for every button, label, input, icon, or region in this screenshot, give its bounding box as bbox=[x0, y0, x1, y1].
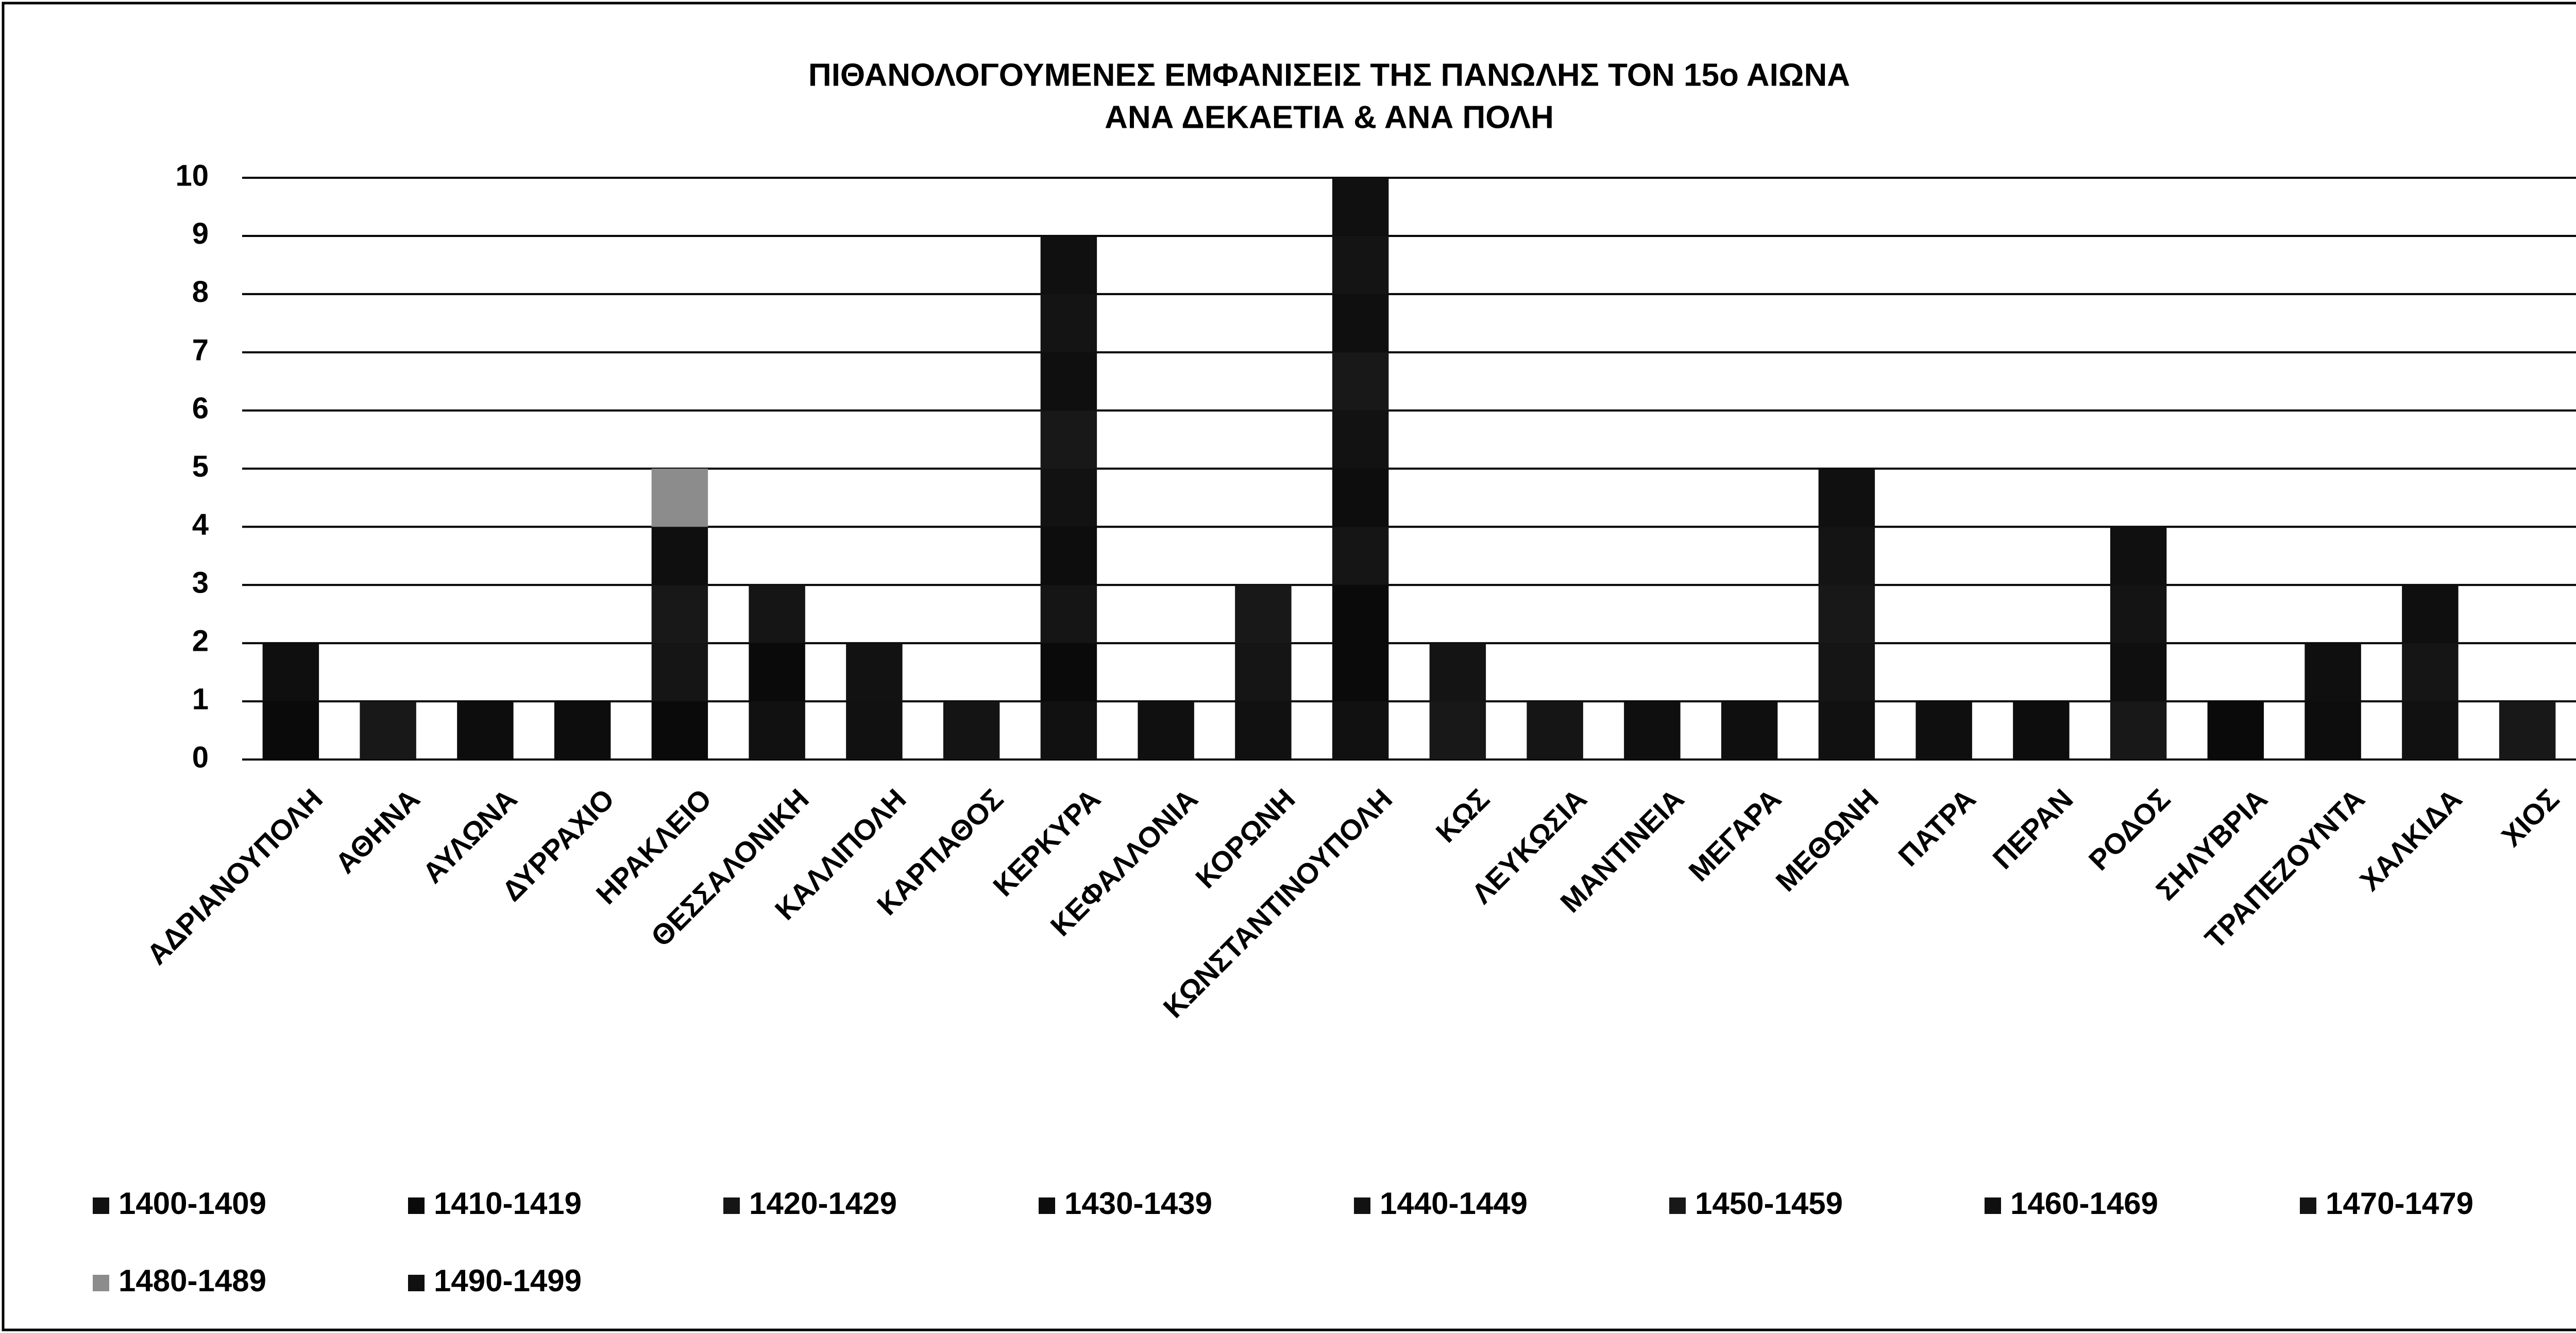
legend-label: 1450-1459 bbox=[1695, 1186, 1843, 1221]
bar-segment bbox=[1332, 294, 1389, 352]
legend-label: 1470-1479 bbox=[2326, 1186, 2473, 1221]
bar-segment bbox=[457, 701, 514, 760]
legend-swatch bbox=[1354, 1197, 1370, 1214]
bar-segment bbox=[1040, 468, 1097, 527]
y-tick-label: 0 bbox=[192, 740, 209, 774]
bar-segment bbox=[651, 701, 708, 760]
bar-segment bbox=[1040, 410, 1097, 469]
bar-segment bbox=[651, 468, 708, 527]
bar-segment bbox=[1040, 643, 1097, 702]
bar-segment bbox=[2110, 585, 2167, 644]
bar-segment bbox=[2110, 643, 2167, 702]
bar-segment bbox=[1818, 585, 1875, 644]
y-tick-label: 1 bbox=[192, 682, 209, 716]
legend-swatch bbox=[93, 1197, 109, 1214]
bar-segment bbox=[2304, 643, 2361, 702]
chart-title: ΠΙΘΑΝΟΛΟΓΟΥΜΕΝΕΣ ΕΜΦΑΝΙΣΕΙΣ ΤΗΣ ΠΑΝΩΛΗΣ … bbox=[808, 57, 1850, 93]
y-tick-label: 7 bbox=[192, 333, 209, 367]
bar-segment bbox=[651, 527, 708, 585]
bar-segment bbox=[1332, 352, 1389, 411]
bar-segment bbox=[1818, 527, 1875, 585]
y-tick-label: 9 bbox=[192, 217, 209, 250]
bar-segment bbox=[2402, 643, 2459, 702]
legend-swatch bbox=[408, 1275, 425, 1291]
bar-segment bbox=[2499, 701, 2556, 760]
bar-segment bbox=[1332, 468, 1389, 527]
legend-label: 1410-1419 bbox=[434, 1186, 582, 1221]
legend-label: 1490-1499 bbox=[434, 1263, 582, 1298]
y-tick-label: 6 bbox=[192, 392, 209, 425]
bar-segment bbox=[1235, 585, 1292, 644]
legend-label: 1480-1489 bbox=[118, 1263, 266, 1298]
bar-segment bbox=[1332, 235, 1389, 294]
y-tick-label: 3 bbox=[192, 566, 209, 600]
legend-swatch bbox=[408, 1197, 425, 1214]
legend-label: 1440-1449 bbox=[1380, 1186, 1528, 1221]
legend-swatch bbox=[723, 1197, 740, 1214]
y-tick-label: 5 bbox=[192, 450, 209, 483]
bar-segment bbox=[1818, 468, 1875, 527]
bar-segment bbox=[360, 701, 416, 760]
legend-label: 1430-1439 bbox=[1064, 1186, 1212, 1221]
bar-segment bbox=[1235, 643, 1292, 702]
bar-segment bbox=[2110, 527, 2167, 585]
bar-segment bbox=[1527, 701, 1583, 760]
y-tick-label: 8 bbox=[192, 275, 209, 309]
legend-swatch bbox=[1669, 1197, 1686, 1214]
bar-segment bbox=[1721, 701, 1778, 760]
bar-segment bbox=[2013, 701, 2070, 760]
bar-segment bbox=[1818, 701, 1875, 760]
bar-segment bbox=[1332, 527, 1389, 585]
bar-segment bbox=[1916, 701, 1972, 760]
bar-segment bbox=[1040, 235, 1097, 294]
bar-segment bbox=[651, 585, 708, 644]
bar-segment bbox=[2402, 701, 2459, 760]
bar-segment bbox=[943, 701, 1000, 760]
legend-label: 1420-1429 bbox=[749, 1186, 897, 1221]
bar-segment bbox=[2110, 701, 2167, 760]
bar-segment bbox=[1332, 585, 1389, 702]
bar-segment bbox=[1138, 701, 1194, 760]
legend-swatch bbox=[2300, 1197, 2316, 1214]
bar-segment bbox=[1040, 701, 1097, 760]
y-tick-label: 10 bbox=[175, 159, 209, 192]
legend-swatch bbox=[93, 1275, 109, 1291]
legend-label: 1460-1469 bbox=[2010, 1186, 2158, 1221]
bar-segment bbox=[1235, 701, 1292, 760]
bar-segment bbox=[846, 701, 903, 760]
bar-segment bbox=[749, 643, 805, 702]
bar-segment bbox=[749, 701, 805, 760]
y-tick-label: 2 bbox=[192, 625, 209, 658]
bar-segment bbox=[554, 701, 611, 760]
bar-segment bbox=[262, 643, 319, 702]
bar-segment bbox=[846, 643, 903, 702]
bar-segment bbox=[2402, 585, 2459, 644]
bar-segment bbox=[1332, 701, 1389, 760]
legend-swatch bbox=[1039, 1197, 1055, 1214]
bar-segment bbox=[1332, 410, 1389, 469]
chart-subtitle: ΑΝΑ ΔΕΚΑΕΤΙΑ & ΑΝΑ ΠΟΛΗ bbox=[1105, 99, 1554, 135]
bar-segment bbox=[651, 643, 708, 702]
bar-segment bbox=[1818, 643, 1875, 702]
bar-segment bbox=[1624, 701, 1681, 760]
bar-segment bbox=[749, 585, 805, 644]
bar-segment bbox=[1040, 294, 1097, 352]
bar-segment bbox=[1040, 585, 1097, 644]
legend-label: 1400-1409 bbox=[118, 1186, 266, 1221]
bar-segment bbox=[2304, 701, 2361, 760]
bar-segment bbox=[1332, 178, 1389, 236]
bar-segment bbox=[1429, 643, 1486, 702]
legend-swatch bbox=[1985, 1197, 2001, 1214]
bar-segment bbox=[2207, 701, 2264, 760]
y-tick-label: 4 bbox=[192, 508, 209, 542]
bar-segment bbox=[1429, 701, 1486, 760]
bar-segment bbox=[1040, 352, 1097, 411]
bar-segment bbox=[262, 701, 319, 760]
bar-segment bbox=[1040, 527, 1097, 585]
